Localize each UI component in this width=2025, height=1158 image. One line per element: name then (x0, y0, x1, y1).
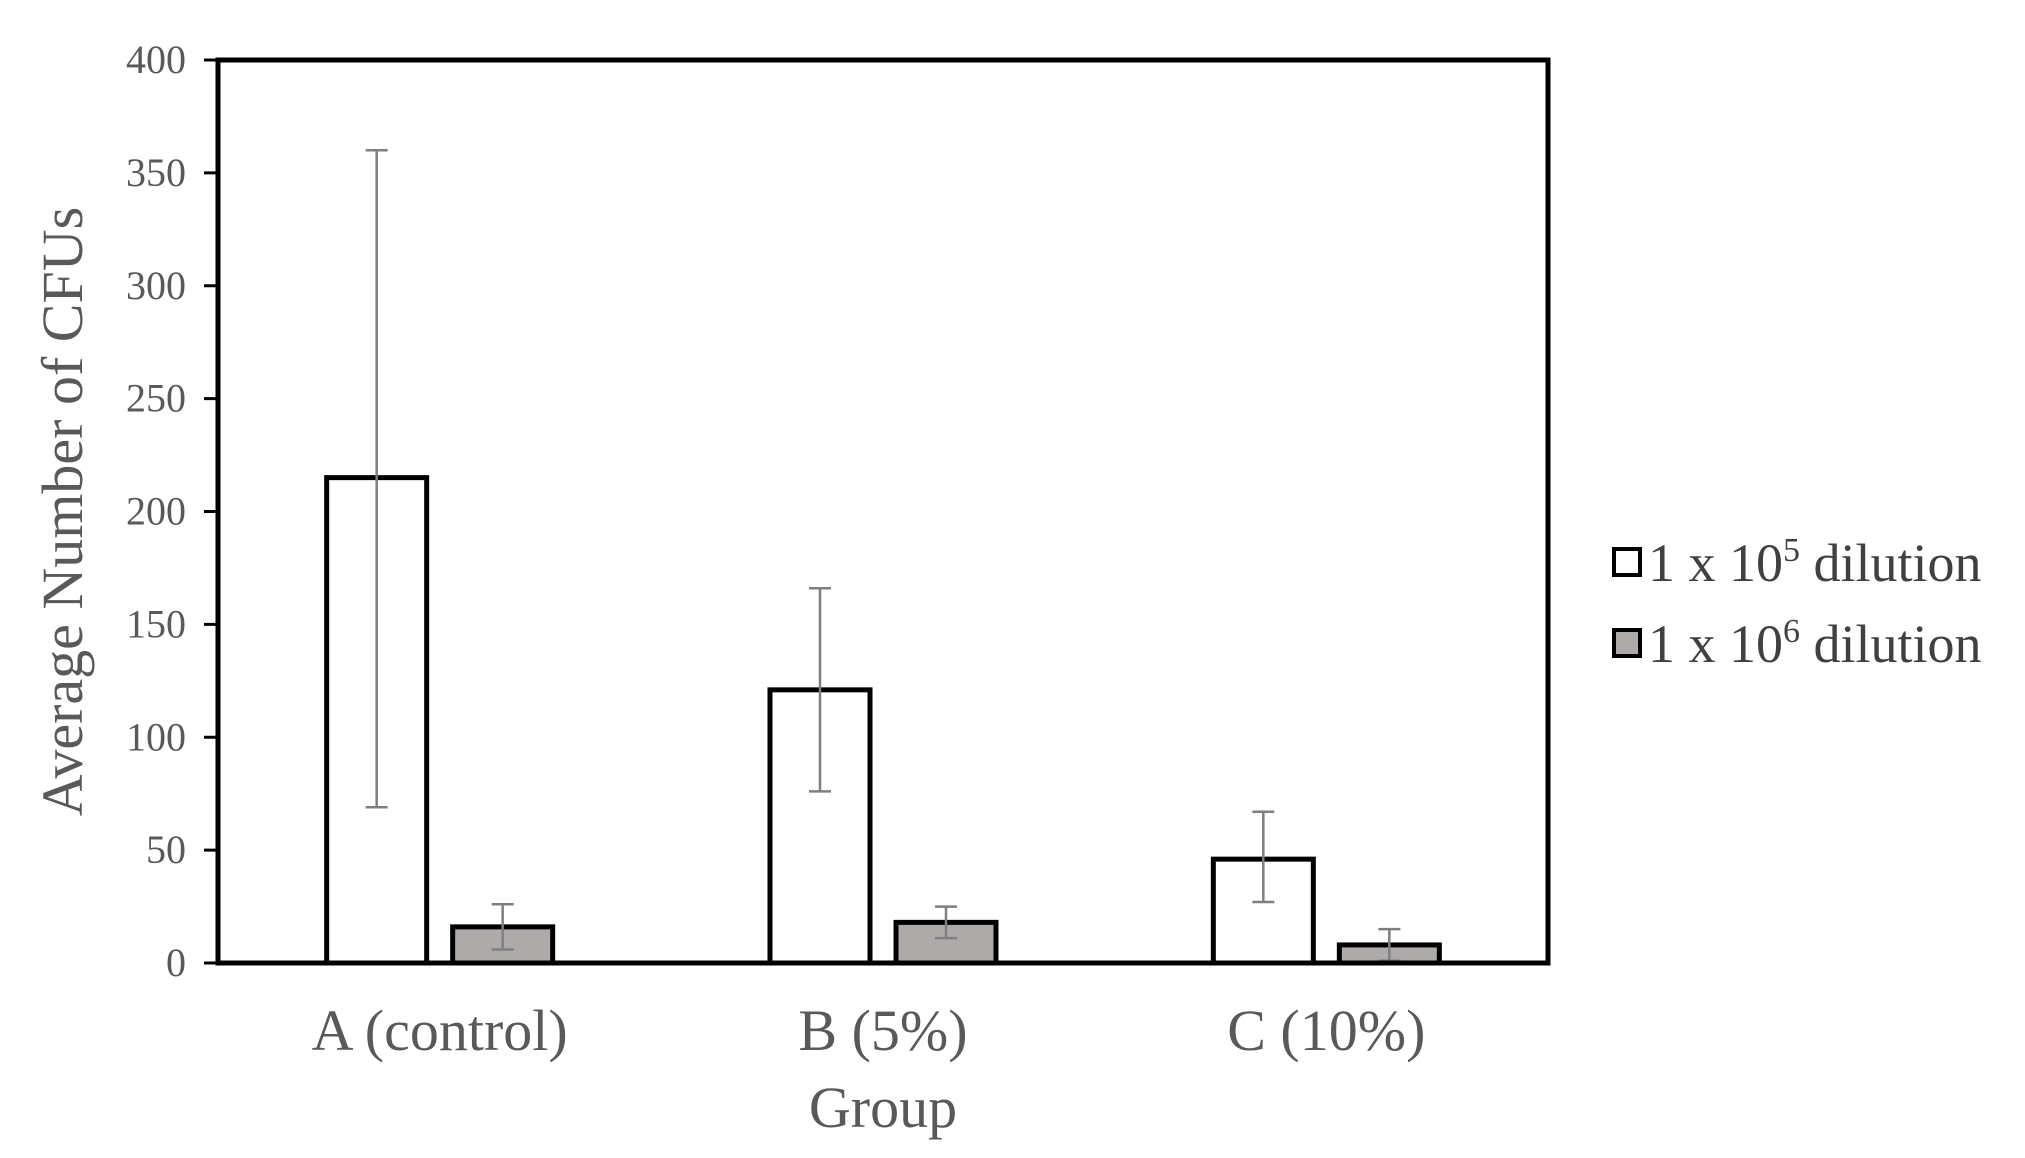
legend-swatch (1612, 547, 1642, 577)
bars (324, 475, 1442, 966)
y-tick-label: 50 (146, 827, 186, 872)
y-tick-label: 100 (126, 714, 186, 759)
y-tick-label: 400 (126, 37, 186, 82)
y-axis-title: Average Number of CFUs (30, 207, 95, 816)
y-tick-label: 0 (166, 940, 186, 985)
y-tick-label: 300 (126, 263, 186, 308)
y-tick-label: 150 (126, 601, 186, 646)
legend-swatch (1612, 628, 1642, 658)
x-category-label: A (control) (312, 998, 568, 1063)
x-category-label: B (5%) (798, 998, 967, 1063)
legend-label: 1 x 106 dilution (1648, 613, 1982, 674)
legend-label: 1 x 105 dilution (1648, 532, 1982, 593)
y-tick-label: 250 (126, 376, 186, 421)
y-tick-label: 350 (126, 150, 186, 195)
x-category-label: C (10%) (1227, 998, 1425, 1063)
error-bars (365, 149, 1401, 962)
y-tick-label: 200 (126, 489, 186, 534)
x-axis-category-labels: A (control) B (5%) C (10%) (312, 998, 1426, 1063)
x-axis-title: Group (809, 1075, 957, 1140)
legend: 1 x 105 dilution 1 x 106 dilution (1612, 532, 1982, 674)
plot-area-frame (215, 57, 1551, 966)
y-axis-ticks: 0 50 100 150 200 250 300 350 400 (126, 37, 218, 985)
